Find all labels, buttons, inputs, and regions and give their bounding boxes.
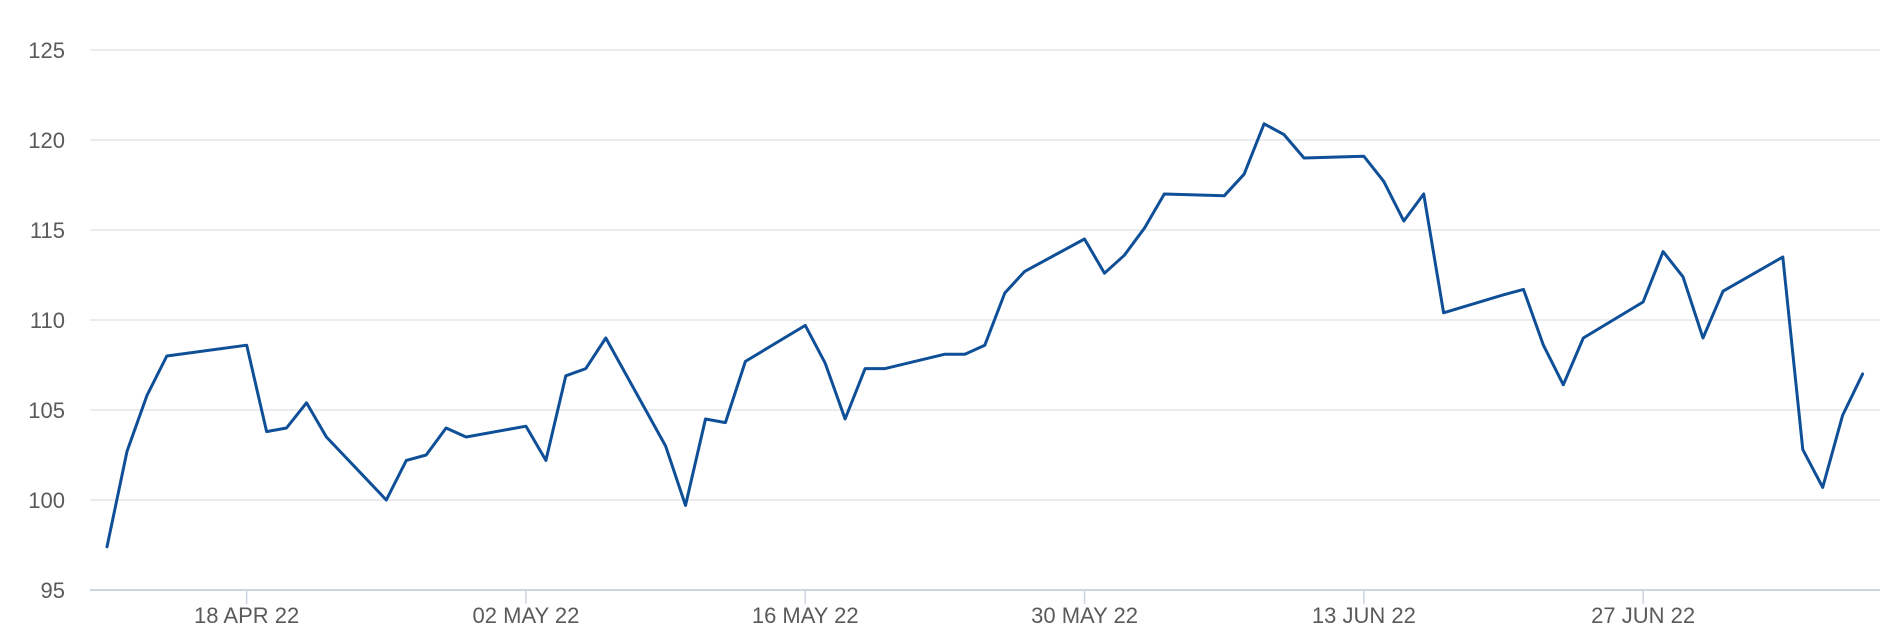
y-axis: 95 100 105 110 115 120 125	[28, 38, 65, 603]
x-axis: 18 APR 22 02 MAY 22 16 MAY 22 30 MAY 22 13 J…	[194, 590, 1695, 628]
y-tick-label: 120	[28, 128, 65, 153]
y-tick-label: 115	[30, 218, 65, 243]
series-line	[105, 122, 1865, 549]
y-tick-label: 105	[28, 398, 65, 423]
series	[105, 122, 1865, 549]
x-tick-label: 16 MAY 22	[752, 603, 859, 628]
y-tick-label: 110	[30, 308, 65, 333]
gridlines	[90, 49, 1880, 591]
y-tick-label: 100	[28, 488, 65, 513]
x-tick-label: 02 MAY 22	[473, 603, 580, 628]
x-tick-label: 18 APR 22	[194, 603, 299, 628]
x-tick-label: 27 JUN 22	[1591, 603, 1695, 628]
y-tick-label: 125	[28, 38, 65, 63]
x-tick-label: 30 MAY 22	[1031, 603, 1138, 628]
x-tick-label: 13 JUN 22	[1312, 603, 1416, 628]
y-tick-label: 95	[41, 578, 65, 603]
